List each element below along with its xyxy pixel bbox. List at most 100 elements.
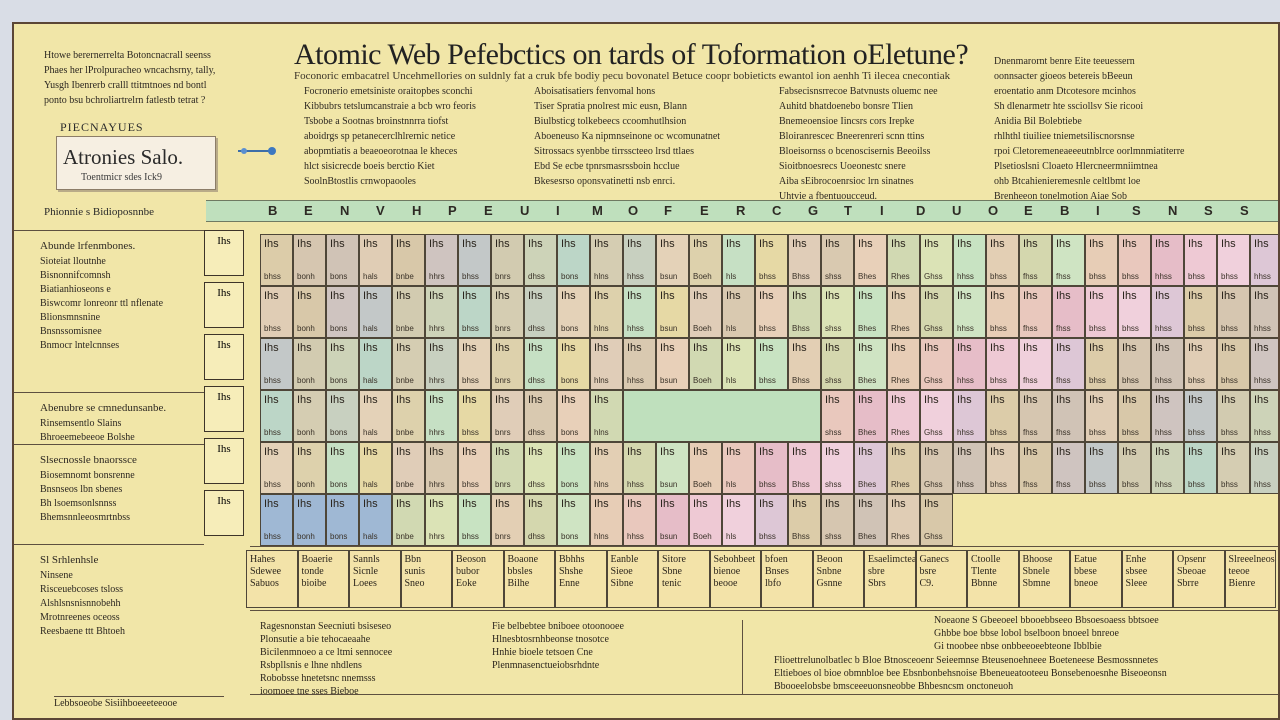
- element-symbol: Ihs: [1155, 446, 1170, 458]
- element-cell: Ihs Ghss: [920, 494, 953, 546]
- footer-text: Lebbsoeobe Sisiihboeeeteeooe: [54, 698, 178, 709]
- element-name: bhss: [1188, 272, 1205, 281]
- element-name: fhss: [1023, 376, 1038, 385]
- element-name: bhss: [759, 480, 776, 489]
- column-line: Auhitd bhatdoenebo bonsre Tlien: [779, 101, 913, 112]
- element-symbol: Ihs: [1188, 290, 1203, 302]
- poster-subtitle: Foconoric embacatrel Uncehmellories on s…: [294, 70, 951, 82]
- element-cell: Ihs Rhes: [887, 286, 920, 338]
- element-name: bhss: [990, 324, 1007, 333]
- note-line: Ghbbe boe bbse lobol bselboon bnoeel bnr…: [934, 628, 1119, 639]
- element-name: bhss: [264, 480, 281, 489]
- element-name: hhss: [957, 272, 974, 281]
- lower-series-text: Bbn: [404, 554, 422, 565]
- element-symbol: Ihs: [759, 498, 774, 510]
- element-cell: Ihs hhss: [623, 494, 656, 546]
- element-cell: Ihs hls: [722, 494, 755, 546]
- element-cell: Ihs bhss: [1217, 234, 1250, 286]
- element-cell: Ihs dhss: [524, 338, 557, 390]
- sidebar-group-line: Bisnonnifcomnsh: [40, 270, 111, 281]
- lower-series-cell: Ctoolle Tlente Bbnne: [967, 550, 1019, 608]
- element-symbol: Ihs: [858, 394, 873, 406]
- element-name: bhss: [990, 480, 1007, 489]
- element-name: bonh: [297, 428, 315, 437]
- element-cell: Ihs bons: [326, 442, 359, 494]
- element-symbol: Ihs: [1188, 394, 1203, 406]
- sidebar-group: Abenubre se cmnedunsanbe. Rinsemsentlo Sl…: [14, 392, 204, 444]
- element-symbol: Ihs: [891, 342, 906, 354]
- element-symbol: Ihs: [429, 394, 444, 406]
- element-name: bhss: [1188, 324, 1205, 333]
- element-cell: Ihs Rhes: [887, 442, 920, 494]
- element-symbol: Ihs: [1254, 342, 1269, 354]
- element-symbol: Ihs: [462, 238, 477, 250]
- element-name: bhss: [1122, 376, 1139, 385]
- element-name: bhss: [1188, 428, 1205, 437]
- element-symbol: Ihs: [627, 446, 642, 458]
- element-cell: Ihs bhss: [260, 494, 293, 546]
- element-cell: Ihs Bhes: [854, 390, 887, 442]
- element-name: bhss: [264, 428, 281, 437]
- element-symbol: Ihs: [396, 238, 411, 250]
- lower-series-text: Shshe: [559, 566, 583, 577]
- element-cell: Ihs bons: [557, 286, 590, 338]
- element-cell: Ihs Bhss: [788, 286, 821, 338]
- element-name: hls: [726, 480, 737, 489]
- element-symbol: Ihs: [264, 238, 279, 250]
- element-symbol: Ihs: [495, 446, 510, 458]
- element-name: Bhss: [792, 324, 810, 333]
- element-name: hals: [363, 324, 378, 333]
- element-name: dhss: [528, 324, 545, 333]
- element-name: hals: [363, 480, 378, 489]
- element-symbol: Ihs: [660, 342, 675, 354]
- element-symbol: Ihs: [1254, 290, 1269, 302]
- element-cell: Ihs bhss: [1184, 234, 1217, 286]
- element-cell: Ihs shss: [821, 286, 854, 338]
- element-cell: Ihs fhss: [1052, 286, 1085, 338]
- element-symbol: Ihs: [330, 342, 345, 354]
- element-symbol: Ihs: [957, 290, 972, 302]
- element-cell: Ihs hhss: [623, 442, 656, 494]
- element-name: Boeh: [693, 272, 712, 281]
- sidebar-group-line: Ninsene: [40, 570, 73, 581]
- sidebar-group-line: Bhemsnnleeosmrtnbss: [40, 512, 130, 523]
- lower-series-text: Sbmne: [1022, 578, 1051, 589]
- element-name: hls: [726, 324, 737, 333]
- element-name: Rhes: [891, 480, 910, 489]
- element-cell: Ihs hhss: [1151, 234, 1184, 286]
- brand-card: Atronies Salo. Toentmicr sdes Ick9: [56, 136, 216, 190]
- element-name: bons: [330, 480, 348, 489]
- element-symbol: Ihs: [429, 498, 444, 510]
- sidebar-group-line: Biosemnomt bonsrenne: [40, 470, 135, 481]
- element-name: bnrs: [495, 324, 511, 333]
- element-symbol: Ihs: [528, 238, 543, 250]
- element-symbol: Ihs: [1089, 290, 1104, 302]
- element-symbol: Ihs: [330, 498, 345, 510]
- element-symbol: Ihs: [462, 290, 477, 302]
- lower-series-text: Sbnele: [1022, 566, 1050, 577]
- column-line: Tiser Spratia pnolrest mic eusn, Blann: [534, 101, 687, 112]
- element-name: bonh: [297, 480, 315, 489]
- note-line: Flioettrelunolbatlec b Bloe Btnosceoenr …: [774, 655, 1159, 666]
- element-cell: Ihs hlns: [590, 494, 623, 546]
- element-cell: Ihs bnbe: [392, 338, 425, 390]
- lower-series-text: Gsnne: [816, 578, 843, 589]
- element-cell: Ihs dhss: [524, 234, 557, 286]
- element-cell: Ihs bhss: [986, 338, 1019, 390]
- column-line: Aboeneuso Ka nipmnseinone oc wcomunatnet: [534, 131, 721, 142]
- element-symbol: Ihs: [297, 238, 312, 250]
- element-cell: Ihs bnrs: [491, 286, 524, 338]
- text-column-c: Fabsecisnsrrecoe Batvnusts oluemc nee Auh…: [779, 84, 989, 204]
- element-name: Rhes: [891, 324, 910, 333]
- element-cell: Ihs hls: [722, 442, 755, 494]
- element-symbol: Ihs: [495, 238, 510, 250]
- legend-line: Yusgh Ibenrerb cralll ttitmtnoes nd bont…: [44, 80, 207, 91]
- element-symbol: Ihs: [528, 342, 543, 354]
- element-name: bons: [330, 532, 348, 541]
- element-symbol: Ihs: [429, 342, 444, 354]
- column-line: Bkesesrso oponsvatinetti nsb enrci.: [534, 176, 676, 187]
- element-cell: Ihs bhss: [458, 286, 491, 338]
- lower-series-text: bsre: [919, 566, 937, 577]
- element-name: hhss: [1155, 428, 1172, 437]
- element-name: bhss: [1221, 324, 1238, 333]
